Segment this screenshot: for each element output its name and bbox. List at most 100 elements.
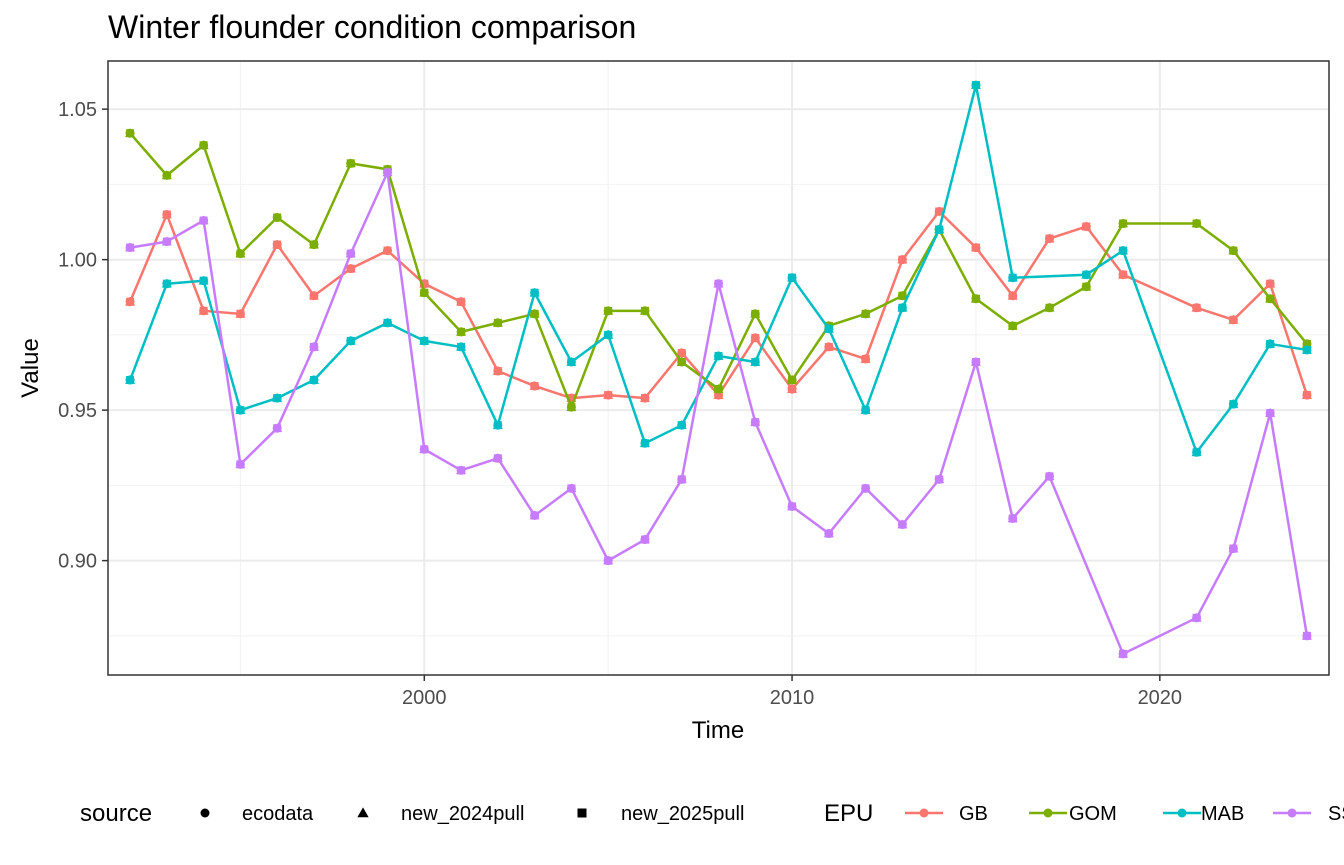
data-point-mab	[493, 421, 502, 430]
data-point-mab	[126, 376, 135, 385]
data-point-ss	[1045, 472, 1054, 481]
data-point-gom	[493, 318, 502, 327]
plot-border	[107, 60, 1330, 676]
data-point-ss	[861, 484, 870, 493]
legend-key-point-ss	[1287, 808, 1297, 818]
x-tick-label: 2020	[1138, 687, 1183, 709]
data-point-gb	[1119, 270, 1128, 279]
data-point-mab	[971, 81, 980, 90]
data-point-gb	[383, 246, 392, 255]
data-point-mab	[199, 276, 208, 285]
data-point-ss	[309, 342, 318, 351]
data-point-ss	[1008, 514, 1017, 523]
data-point-ss	[457, 466, 466, 475]
data-point-mab	[273, 394, 282, 403]
data-point-gb	[236, 309, 245, 318]
data-point-gom	[1119, 219, 1128, 228]
data-point-mab	[1302, 345, 1311, 354]
data-point-mab	[640, 439, 649, 448]
data-point-gb	[935, 207, 944, 216]
data-point-gb	[898, 255, 907, 264]
data-point-ss	[567, 484, 576, 493]
data-point-mab	[751, 357, 760, 366]
data-point-gom	[420, 288, 429, 297]
data-point-mab	[567, 357, 576, 366]
data-point-gom	[199, 141, 208, 150]
data-point-gom	[236, 249, 245, 258]
data-point-gom	[346, 159, 355, 168]
data-point-gb	[1045, 234, 1054, 243]
data-point-ss	[236, 460, 245, 469]
data-point-gom	[898, 291, 907, 300]
y-tick-label: 0.95	[58, 400, 97, 422]
data-point-gb	[199, 306, 208, 315]
data-point-gom	[604, 306, 613, 315]
data-point-gb	[1302, 391, 1311, 400]
data-point-ss	[677, 475, 686, 484]
data-point-ss	[824, 529, 833, 538]
data-point-ss	[640, 535, 649, 544]
x-axis-title: Time	[692, 717, 744, 744]
y-tick-label: 0.90	[58, 551, 97, 573]
data-point-ss	[935, 475, 944, 484]
data-point-gb	[126, 297, 135, 306]
data-point-gb	[530, 382, 539, 391]
data-point-mab	[309, 376, 318, 385]
data-point-gom	[1266, 294, 1275, 303]
data-point-mab	[236, 406, 245, 415]
chart-title: Winter flounder condition comparison	[108, 9, 636, 45]
data-point-ss	[420, 445, 429, 454]
data-point-mab	[935, 225, 944, 234]
data-point-gom	[1082, 282, 1091, 291]
data-point-gb	[420, 279, 429, 288]
data-point-mab	[1008, 273, 1017, 282]
data-point-gb	[861, 354, 870, 363]
data-point-gb	[273, 240, 282, 249]
data-point-ss	[199, 216, 208, 225]
data-point-mab	[420, 336, 429, 345]
data-point-mab	[1119, 246, 1128, 255]
data-point-gom	[1045, 303, 1054, 312]
data-point-mab	[1082, 270, 1091, 279]
data-point-mab	[714, 351, 723, 360]
data-point-ss	[383, 168, 392, 177]
data-point-ss	[788, 502, 797, 511]
data-point-ss	[898, 520, 907, 529]
data-point-ss	[1302, 631, 1311, 640]
legend-key-new_2024pull	[357, 807, 369, 818]
legend: source ecodata new_2024pull new_2025pull EPU…	[80, 800, 1344, 827]
data-point-gb	[1008, 291, 1017, 300]
data-point-mab	[861, 406, 870, 415]
data-point-gom	[530, 309, 539, 318]
data-point-gom	[861, 309, 870, 318]
data-point-ss	[273, 424, 282, 433]
data-point-ss	[604, 556, 613, 565]
plot-background	[108, 61, 1329, 675]
data-point-gom	[971, 294, 980, 303]
data-point-gb	[1082, 222, 1091, 231]
legend-label-new_2025pull: new_2025pull	[621, 803, 744, 825]
legend-epu-title: EPU	[824, 800, 873, 827]
data-point-gb	[162, 210, 171, 219]
y-axis-title: Value	[17, 338, 44, 398]
data-point-gb	[1229, 315, 1238, 324]
data-point-gom	[273, 213, 282, 222]
x-tick-label: 2000	[402, 687, 447, 709]
data-point-ss	[162, 237, 171, 246]
data-point-gb	[751, 333, 760, 342]
data-point-gb	[1266, 279, 1275, 288]
data-point-gom	[751, 309, 760, 318]
data-point-gom	[162, 171, 171, 180]
x-tick-label: 2010	[770, 687, 815, 709]
data-point-gb	[567, 394, 576, 403]
legend-key-ecodata	[200, 808, 210, 818]
data-point-gb	[971, 243, 980, 252]
data-point-gb	[604, 391, 613, 400]
legend-key-new_2025pull	[577, 808, 587, 818]
data-point-mab	[677, 421, 686, 430]
plot-panel: 2000 2010 2020 0.90 0.95 1.00 1.05	[58, 60, 1330, 709]
data-point-mab	[457, 342, 466, 351]
data-point-gom	[640, 306, 649, 315]
legend-label-gom: GOM	[1069, 803, 1117, 825]
